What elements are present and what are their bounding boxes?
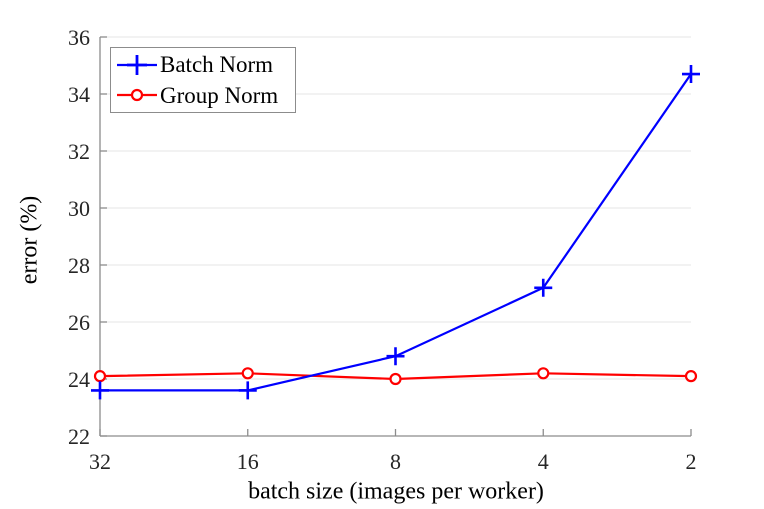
legend-item-group-norm: Group Norm <box>116 81 295 110</box>
series-batch-norm <box>91 65 700 400</box>
x-tick-label: 2 <box>686 449 697 474</box>
legend-label-batch-norm: Batch Norm <box>160 52 274 78</box>
y-tick-label: 32 <box>68 139 90 164</box>
axes <box>99 36 692 437</box>
x-tick-label: 4 <box>538 449 549 474</box>
y-tick-label: 34 <box>68 82 90 107</box>
y-tick-labels: 22 24 26 28 30 32 34 36 <box>68 25 90 449</box>
y-tick-label: 30 <box>68 196 90 221</box>
circle-marker-icon <box>117 89 157 102</box>
plus-marker-icon <box>117 54 157 75</box>
legend-label-group-norm: Group Norm <box>160 82 279 108</box>
y-tick-label: 22 <box>68 424 90 449</box>
x-tick-label: 8 <box>390 449 401 474</box>
y-axis-label: error (%) <box>16 195 43 285</box>
legend: Batch Norm Group Norm <box>110 47 296 113</box>
y-tick-label: 28 <box>68 253 90 278</box>
y-tick-label: 24 <box>68 367 90 392</box>
x-axis-label: batch size (images per worker) <box>248 478 544 505</box>
x-tick-label: 16 <box>237 449 259 474</box>
y-tick-label: 26 <box>68 310 90 335</box>
x-tick-label: 32 <box>89 449 111 474</box>
series-group-norm <box>93 367 698 386</box>
x-tick-labels: 32 16 8 4 2 <box>89 449 697 474</box>
y-tick-label: 36 <box>68 25 90 50</box>
legend-item-batch-norm: Batch Norm <box>116 50 295 79</box>
